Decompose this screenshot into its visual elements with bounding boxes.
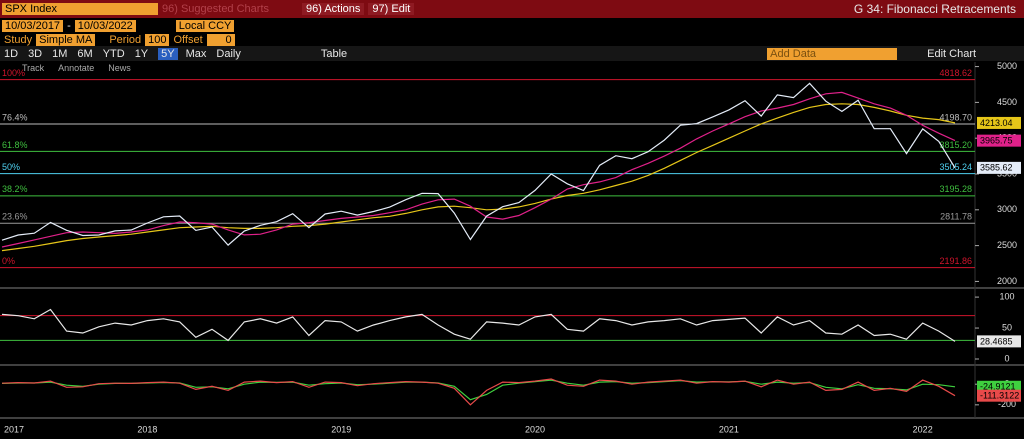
x-tick-label: 2019	[331, 424, 351, 434]
value-tag-label: 4213.04	[980, 118, 1013, 128]
tool[interactable]: News	[108, 62, 131, 73]
value-tag-label: 3965.75	[980, 136, 1013, 146]
actions-menu[interactable]: 96) Actions	[302, 3, 365, 15]
table-button[interactable]: Table	[320, 47, 348, 60]
end-date[interactable]: 10/03/2022	[74, 19, 136, 32]
series-line	[1, 308, 956, 342]
edit-chart[interactable]: Edit Chart	[927, 47, 977, 60]
offset-label: Offset	[173, 33, 203, 46]
y-tick-label: 100	[999, 291, 1014, 301]
level-name: 61.8%	[2, 140, 28, 150]
value-tag-label: -24.9121	[980, 382, 1016, 392]
y-tick-label: 2500	[997, 240, 1017, 250]
level-name: 0%	[2, 256, 15, 266]
range-button[interactable]: 6M	[77, 47, 93, 60]
frequency[interactable]: Daily	[216, 47, 241, 60]
level-value: 2191.86	[939, 256, 972, 266]
series-line	[1, 378, 956, 406]
value-tag	[977, 335, 1021, 348]
series-line	[1, 82, 956, 246]
range-bar: 1D 3D 1M 6M YTD 1Y 5Y Max Daily Table Ad…	[0, 46, 1024, 61]
level-name: 50%	[2, 162, 20, 172]
x-tick-label: 2018	[137, 424, 157, 434]
range-button[interactable]: 3D	[28, 47, 43, 60]
add-data[interactable]: Add Data	[767, 47, 898, 60]
suggested-charts[interactable]: 96) Suggested Charts	[162, 3, 270, 15]
x-tick-label: 2020	[525, 424, 545, 434]
study-field[interactable]: Simple MA	[36, 33, 96, 46]
level-value: 4818.62	[939, 68, 972, 78]
study-bar: Study Simple MA Period 100 Offset 0	[0, 32, 1024, 47]
y-tick-label: -200	[998, 399, 1016, 409]
value-tag	[977, 389, 1021, 402]
value-tag-label: 3585.62	[980, 163, 1013, 173]
security-field[interactable]: SPX Index	[2, 3, 158, 15]
currency[interactable]: Local CCY	[175, 19, 235, 32]
value-tag-label: -111.3122	[980, 391, 1019, 401]
value-tag-label: 28.4685	[980, 336, 1013, 346]
level-value: 3815.20	[939, 140, 972, 150]
range-button[interactable]: 1Y	[134, 47, 149, 60]
title-bar: SPX Index 96) Suggested Charts 96) Actio…	[0, 0, 1024, 18]
x-tick-label: 2021	[719, 424, 739, 434]
tool-bar: Track Annotate News	[0, 61, 1024, 74]
range-button[interactable]: 1D	[4, 47, 19, 60]
y-tick-label: 50	[1002, 322, 1012, 332]
range-button[interactable]: 5Y	[158, 47, 178, 60]
range-button[interactable]: 1M	[52, 47, 68, 60]
date-bar: 10/03/2017 - 10/03/2022 Local CCY	[0, 18, 1024, 33]
period-field[interactable]: 100	[145, 33, 170, 46]
date-separator: -	[67, 19, 71, 32]
level-name: 76.4%	[2, 112, 28, 122]
range-button[interactable]: YTD	[102, 47, 125, 60]
y-tick-label: 4500	[997, 97, 1017, 107]
value-tag	[977, 134, 1021, 147]
edit-menu[interactable]: 97) Edit	[368, 3, 415, 15]
range-button[interactable]: Max	[185, 47, 207, 60]
x-tick-label: 2017	[4, 424, 24, 434]
level-value: 4198.70	[939, 112, 972, 122]
tool[interactable]: Track	[22, 62, 45, 73]
level-value: 2811.78	[940, 212, 972, 222]
offset-field[interactable]: 0	[206, 33, 235, 46]
level-name: 23.6%	[2, 212, 28, 222]
y-tick-label: 2000	[997, 276, 1017, 286]
y-tick-label: 5000	[997, 61, 1017, 71]
study-label: Study	[4, 33, 33, 46]
y-tick-label: 0	[1004, 353, 1009, 363]
level-value: 3195.28	[939, 184, 972, 194]
period-label: Period	[109, 33, 142, 46]
level-name: 100%	[2, 68, 25, 78]
value-tag	[977, 116, 1021, 129]
tool[interactable]: Annotate	[58, 62, 95, 73]
function-title: G 34: Fibonacci Retracements	[853, 2, 1016, 16]
start-date[interactable]: 10/03/2017	[2, 19, 64, 32]
level-value: 3505.24	[939, 162, 972, 172]
level-name: 38.2%	[2, 184, 28, 194]
series-line	[1, 91, 956, 248]
value-tag	[977, 161, 1021, 174]
x-tick-label: 2022	[913, 424, 933, 434]
series-line	[1, 103, 956, 252]
y-tick-label: 3000	[997, 204, 1017, 214]
